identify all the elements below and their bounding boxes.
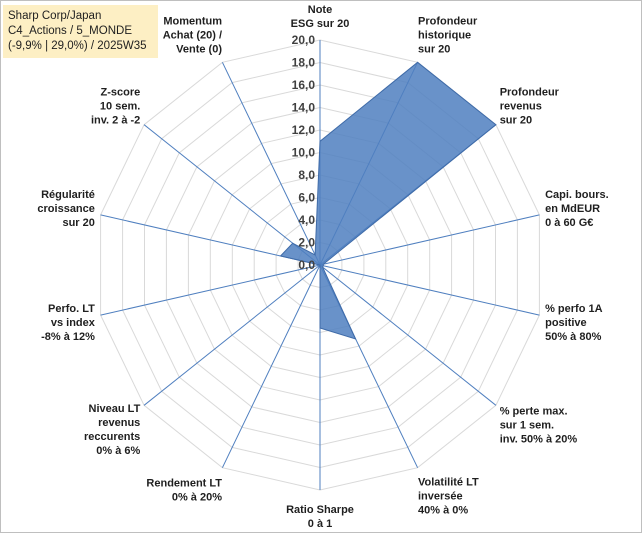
tick-label: 12,0 [292,123,316,137]
axis-spoke [319,264,540,316]
tick-label: 14,0 [292,101,316,115]
tick-label: 0,0 [298,258,315,272]
axis-label: Momentum Achat (20) / Vente (0) [163,15,223,55]
info-line-stats: (-9,9% | 29,0%) / 2025W35 [8,40,147,52]
axis-spoke [319,264,497,406]
tick-label: 20,0 [292,33,316,47]
axis-label: Rendement LT 0% à 20% [146,477,222,503]
axis-spoke [221,62,321,266]
radial-tick-labels: 0,0 2,0 4,0 6,0 8,0 10,0 12,0 14,0 16,0 18,0 20,0 [292,33,316,272]
axis-label: Note ESG sur 20 [291,4,350,30]
series-area [279,61,497,340]
tick-label: 18,0 [292,56,316,70]
axis-label: Niveau LT revenus reccurents 0% à 6% [84,403,141,457]
axis-label: % perfo 1A positive 50% à 80% [545,303,603,343]
tick-label: 2,0 [298,236,315,250]
tick-label: 10,0 [292,146,316,160]
axis-label: Z-score 10 sem. inv. 2 à -2 [91,86,140,126]
axis-spoke [143,124,321,266]
info-line-company: Sharp Corp/Japan [8,10,102,22]
axis-spoke [143,264,321,406]
info-line-category: C4_Actions / 5_MONDE [8,25,132,37]
axis-label: Régularité croissance sur 20 [37,189,94,229]
axis-label: Capi. bours. en MdEUR 0 à 60 G€ [545,189,609,229]
tick-label: 8,0 [298,168,315,182]
radar-series [279,61,497,340]
axis-spoke [319,214,540,266]
axis-label: % perte max. sur 1 sem. inv. 50% à 20% [500,406,578,446]
axis-label: Profondeur historique sur 20 [418,15,478,55]
info-box: Sharp Corp/Japan C4_Actions / 5_MONDE (-… [3,5,158,58]
axis-label: Perfo. LT vs index -8% à 12% [41,303,96,343]
tick-label: 16,0 [292,78,316,92]
tick-label: 6,0 [298,191,315,205]
axis-spoke [100,264,321,316]
axis-label: Ratio Sharpe 0 à 1 [286,504,354,530]
axis-label: Volatilité LT inversée 40% à 0% [418,477,479,517]
axis-labels: Note ESG sur 20 Profondeur historique sur 20… [37,4,608,530]
axis-spoke [221,264,321,468]
tick-label: 4,0 [298,213,315,227]
axis-label: Profondeur revenus sur 20 [500,86,560,126]
